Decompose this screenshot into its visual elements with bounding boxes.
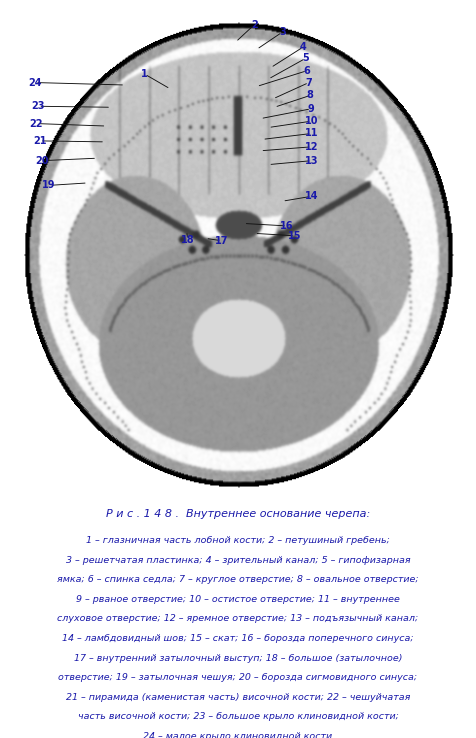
Text: 8: 8 [307, 90, 314, 100]
Text: часть височной кости; 23 – большое крыло клиновидной кости;: часть височной кости; 23 – большое крыло… [78, 712, 398, 722]
Text: 24: 24 [29, 77, 42, 88]
Text: 22: 22 [30, 119, 43, 128]
Text: 1 – глазничная часть лобной кости; 2 – петушиный гребень;: 1 – глазничная часть лобной кости; 2 – п… [86, 536, 390, 545]
Text: 15: 15 [288, 231, 302, 241]
Text: слуховое отверстие; 12 – яремное отверстие; 13 – подъязычный канал;: слуховое отверстие; 12 – яремное отверст… [58, 615, 418, 624]
Text: 4: 4 [300, 42, 307, 52]
Text: 14: 14 [305, 191, 318, 201]
Text: 3 – решетчатая пластинка; 4 – зрительный канал; 5 – гипофизарная: 3 – решетчатая пластинка; 4 – зрительный… [66, 556, 410, 565]
Text: 17 – внутренний затылочный выступ; 18 – большое (затылочное): 17 – внутренний затылочный выступ; 18 – … [74, 654, 402, 663]
Text: 21 – пирамида (каменистая часть) височной кости; 22 – чешуйчатая: 21 – пирамида (каменистая часть) височно… [66, 693, 410, 702]
Text: 21: 21 [33, 136, 47, 146]
Text: 9: 9 [308, 104, 315, 114]
Text: 20: 20 [35, 156, 49, 165]
Text: 12: 12 [305, 142, 318, 152]
Text: отверстие; 19 – затылочная чешуя; 20 – борозда сигмовидного синуса;: отверстие; 19 – затылочная чешуя; 20 – б… [59, 673, 417, 683]
Text: 1: 1 [141, 69, 148, 79]
Text: Р и с . 1 4 8 .  Внутреннее основание черепа:: Р и с . 1 4 8 . Внутреннее основание чер… [106, 509, 370, 519]
Text: 3: 3 [279, 27, 286, 37]
Text: 23: 23 [31, 101, 45, 111]
Text: 17: 17 [215, 235, 228, 246]
Text: 5: 5 [302, 53, 309, 63]
Text: 19: 19 [42, 180, 56, 190]
Text: 9 – рваное отверстие; 10 – остистое отверстие; 11 – внутреннее: 9 – рваное отверстие; 10 – остистое отве… [76, 595, 400, 604]
Text: 13: 13 [305, 156, 318, 165]
Text: 14 – ламбдовидный шов; 15 – скат; 16 – борозда поперечного синуса;: 14 – ламбдовидный шов; 15 – скат; 16 – б… [62, 634, 414, 643]
Text: 6: 6 [304, 66, 310, 76]
Text: 11: 11 [305, 128, 318, 139]
Text: 18: 18 [181, 235, 194, 245]
Text: 2: 2 [251, 20, 258, 30]
Text: ямка; 6 – спинка седла; 7 – круглое отверстие; 8 – овальное отверстие;: ямка; 6 – спинка седла; 7 – круглое отве… [57, 576, 419, 584]
Text: 10: 10 [305, 116, 318, 126]
Text: 7: 7 [306, 77, 312, 88]
Text: 16: 16 [280, 221, 294, 231]
Text: 24 – малое крыло клиновидной кости: 24 – малое крыло клиновидной кости [143, 732, 333, 738]
